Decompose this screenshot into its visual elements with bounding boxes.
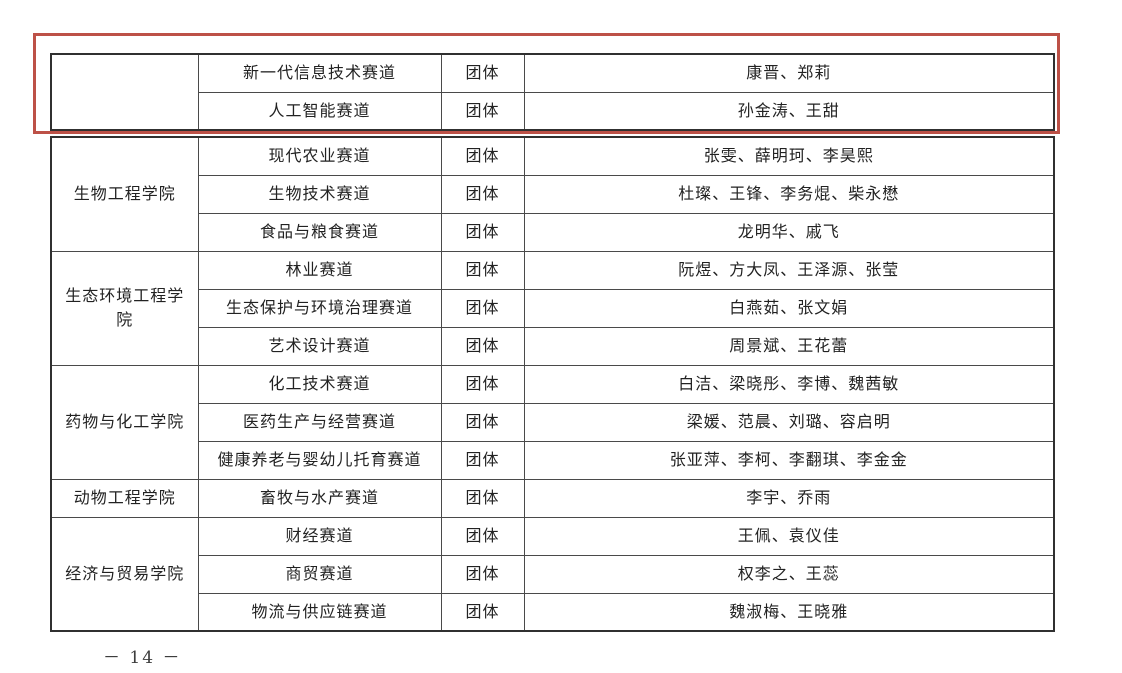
track-cell: 林业赛道 xyxy=(197,250,442,290)
track-cell: 健康养老与婴幼儿托育赛道 xyxy=(197,440,442,480)
names-cell: 龙明华、戚飞 xyxy=(523,212,1055,252)
type-cell: 团体 xyxy=(440,53,525,93)
type-cell: 团体 xyxy=(440,326,525,366)
college-cell: 动物工程学院 xyxy=(50,478,199,518)
table-row: 医药生产与经营赛道 团体 梁媛、范晨、刘璐、容启明 xyxy=(51,402,1055,442)
names-cell: 权李之、王蕊 xyxy=(523,554,1055,594)
names-cell: 王佩、袁仪佳 xyxy=(523,516,1055,556)
track-cell: 人工智能赛道 xyxy=(197,91,442,131)
track-cell: 生物技术赛道 xyxy=(197,174,442,214)
type-cell: 团体 xyxy=(440,91,525,131)
table-main: 生物工程学院 现代农业赛道 团体 张雯、薛明珂、李昊熙 生物技术赛道 团体 杜璨… xyxy=(50,136,1055,632)
type-cell: 团体 xyxy=(440,516,525,556)
college-cell xyxy=(50,53,199,131)
names-cell: 杜璨、王锋、李务焜、柴永懋 xyxy=(523,174,1055,214)
names-cell: 周景斌、王花蕾 xyxy=(523,326,1055,366)
names-cell: 李宇、乔雨 xyxy=(523,478,1055,518)
names-cell: 孙金涛、王甜 xyxy=(523,91,1055,131)
table-row: 食品与粮食赛道 团体 龙明华、戚飞 xyxy=(51,212,1055,252)
type-cell: 团体 xyxy=(440,592,525,632)
table-row: 生态保护与环境治理赛道 团体 白燕茹、张文娟 xyxy=(51,288,1055,328)
track-cell: 商贸赛道 xyxy=(197,554,442,594)
track-cell: 财经赛道 xyxy=(197,516,442,556)
names-cell: 白洁、梁晓彤、李博、魏茜敏 xyxy=(523,364,1055,404)
college-cell: 经济与贸易学院 xyxy=(50,516,199,632)
track-cell: 新一代信息技术赛道 xyxy=(197,53,442,93)
table-row: 新一代信息技术赛道 团体 康晋、郑莉 xyxy=(50,53,1055,131)
table-row: 人工智能赛道 团体 孙金涛、王甜 xyxy=(51,91,1055,131)
college-cell: 药物与化工学院 xyxy=(50,364,199,480)
table-row: 商贸赛道 团体 权李之、王蕊 xyxy=(51,554,1055,594)
type-cell: 团体 xyxy=(440,402,525,442)
type-cell: 团体 xyxy=(440,212,525,252)
type-cell: 团体 xyxy=(440,554,525,594)
track-cell: 化工技术赛道 xyxy=(197,364,442,404)
table-row: 动物工程学院 畜牧与水产赛道 团体 李宇、乔雨 xyxy=(50,478,1055,518)
track-cell: 物流与供应链赛道 xyxy=(197,592,442,632)
track-cell: 艺术设计赛道 xyxy=(197,326,442,366)
table-row: 生物工程学院 现代农业赛道 团体 张雯、薛明珂、李昊熙 xyxy=(50,136,1055,252)
type-cell: 团体 xyxy=(440,250,525,290)
type-cell: 团体 xyxy=(440,288,525,328)
names-cell: 张雯、薛明珂、李昊熙 xyxy=(523,136,1055,176)
type-cell: 团体 xyxy=(440,136,525,176)
track-cell: 医药生产与经营赛道 xyxy=(197,402,442,442)
college-cell: 生态环境工程学院 xyxy=(50,250,199,366)
table-row: 药物与化工学院 化工技术赛道 团体 白洁、梁晓彤、李博、魏茜敏 xyxy=(50,364,1055,480)
table-row: 生物技术赛道 团体 杜璨、王锋、李务焜、柴永懋 xyxy=(51,174,1055,214)
type-cell: 团体 xyxy=(440,174,525,214)
track-cell: 现代农业赛道 xyxy=(197,136,442,176)
names-cell: 白燕茹、张文娟 xyxy=(523,288,1055,328)
table-row: 物流与供应链赛道 团体 魏淑梅、王晓雅 xyxy=(51,592,1055,632)
names-cell: 魏淑梅、王晓雅 xyxy=(523,592,1055,632)
type-cell: 团体 xyxy=(440,440,525,480)
type-cell: 团体 xyxy=(440,364,525,404)
names-cell: 张亚萍、李柯、李翻琪、李金金 xyxy=(523,440,1055,480)
table-row: 经济与贸易学院 财经赛道 团体 王佩、袁仪佳 xyxy=(50,516,1055,632)
college-cell: 生物工程学院 xyxy=(50,136,199,252)
table-continued: 新一代信息技术赛道 团体 康晋、郑莉 人工智能赛道 团体 孙金涛、王甜 xyxy=(50,53,1055,131)
table-row: 健康养老与婴幼儿托育赛道 团体 张亚萍、李柯、李翻琪、李金金 xyxy=(51,440,1055,480)
names-cell: 梁媛、范晨、刘璐、容启明 xyxy=(523,402,1055,442)
table-row: 生态环境工程学院 林业赛道 团体 阮煜、方大凤、王泽源、张莹 xyxy=(50,250,1055,366)
track-cell: 生态保护与环境治理赛道 xyxy=(197,288,442,328)
track-cell: 畜牧与水产赛道 xyxy=(197,478,442,518)
page-number: － 14 － xyxy=(103,648,182,668)
type-cell: 团体 xyxy=(440,478,525,518)
table-row: 艺术设计赛道 团体 周景斌、王花蕾 xyxy=(51,326,1055,366)
names-cell: 阮煜、方大凤、王泽源、张莹 xyxy=(523,250,1055,290)
names-cell: 康晋、郑莉 xyxy=(523,53,1055,93)
track-cell: 食品与粮食赛道 xyxy=(197,212,442,252)
